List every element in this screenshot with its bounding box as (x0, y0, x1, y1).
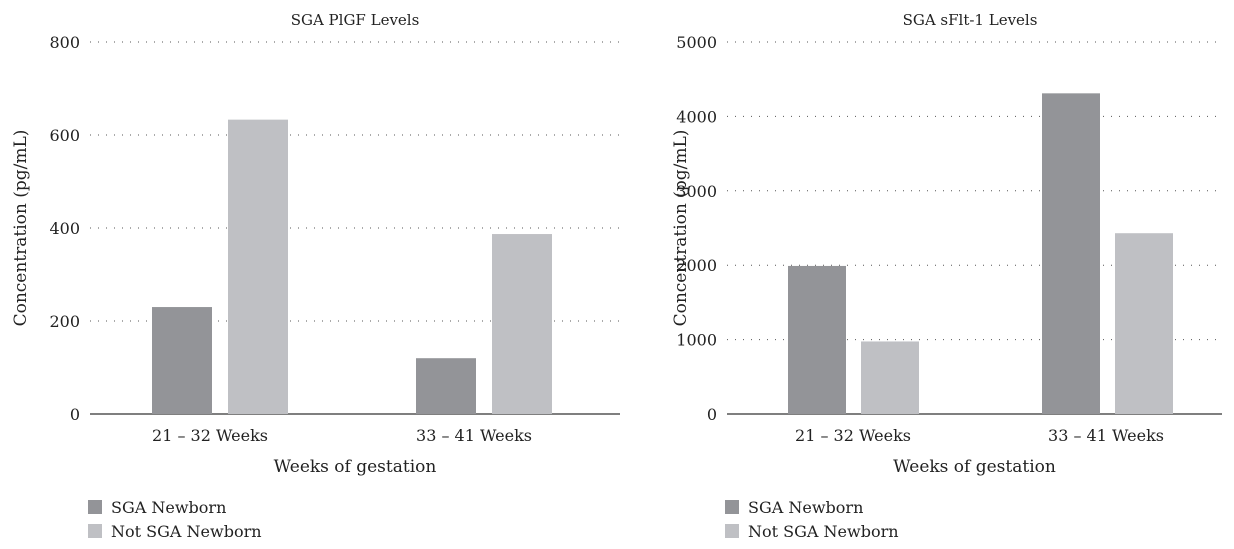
y-tick-label: 4000 (676, 107, 717, 126)
bar-sga-newborn-2 (416, 358, 476, 414)
legend-label: SGA Newborn (748, 498, 863, 517)
legend-swatch (725, 500, 739, 514)
y-tick-label: 0 (707, 405, 717, 424)
chart-title: SGA PlGF Levels (291, 11, 420, 29)
x-tick-label: 33 – 41 Weeks (416, 426, 532, 445)
bar-sga-newborn-1 (788, 266, 846, 414)
x-axis-label: Weeks of gestation (274, 457, 437, 477)
chart-title: SGA sFlt-1 Levels (903, 11, 1038, 29)
y-axis-label: Concentration (pg/mL) (11, 130, 31, 327)
y-tick-label: 200 (49, 312, 80, 331)
legend-swatch (725, 524, 739, 538)
y-tick-label: 800 (49, 33, 80, 52)
y-tick-label: 1000 (676, 331, 717, 350)
legend-swatch (88, 500, 102, 514)
legend: SGA Newborn Not SGA Newborn (725, 498, 899, 541)
legend-label: SGA Newborn (111, 498, 226, 517)
legend-label: Not SGA Newborn (748, 522, 899, 541)
bar-not-sga-newborn-2 (492, 234, 552, 414)
x-tick-label: 21 – 32 Weeks (152, 426, 268, 445)
y-tick-label: 5000 (676, 33, 717, 52)
bar-not-sga-newborn-2 (1115, 233, 1173, 414)
bar-sga-newborn-1 (152, 307, 212, 414)
y-axis-label: Concentration (pg/mL) (671, 130, 691, 327)
legend-swatch (88, 524, 102, 538)
legend-label: Not SGA Newborn (111, 522, 262, 541)
y-tick-label: 0 (70, 405, 80, 424)
y-tick-label: 600 (49, 126, 80, 145)
bar-sga-newborn-2 (1042, 93, 1100, 414)
x-axis-label: Weeks of gestation (893, 457, 1056, 477)
legend: SGA Newborn Not SGA Newborn (88, 498, 262, 541)
bar-not-sga-newborn-1 (861, 341, 919, 414)
x-tick-label: 33 – 41 Weeks (1048, 426, 1164, 445)
chart-panel-2: SGA sFlt-1 Levels01000200030004000500021… (671, 11, 1222, 541)
bar-not-sga-newborn-1 (228, 120, 288, 414)
x-tick-label: 21 – 32 Weeks (795, 426, 911, 445)
chart-panel-1: SGA PlGF Levels 0 200 400 600 800 21 – 32 Week… (11, 11, 620, 541)
y-tick-label: 400 (49, 219, 80, 238)
